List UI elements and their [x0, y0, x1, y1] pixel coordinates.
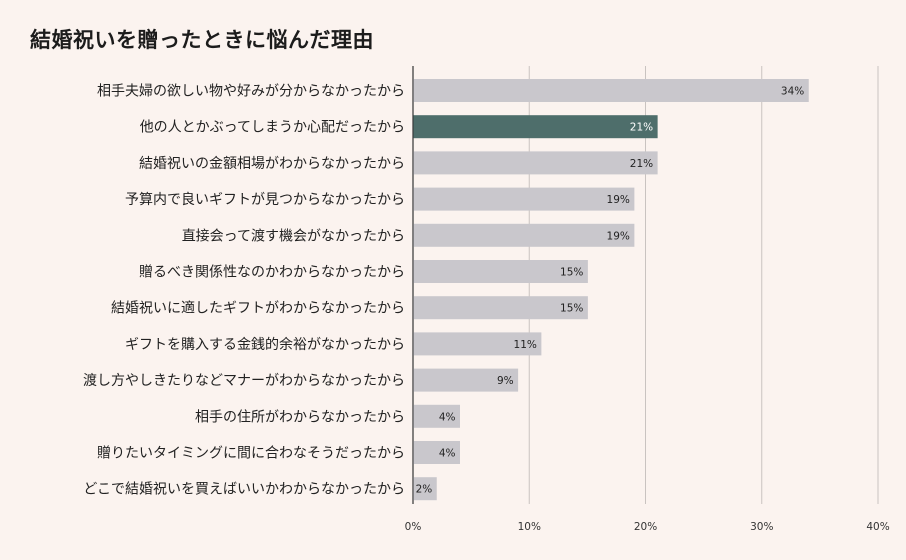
grid-lines — [412, 66, 879, 504]
category-label: 予算内で良いギフトが見つからなかったから — [125, 192, 405, 208]
x-tick-label: 40% — [866, 521, 889, 533]
bar — [413, 151, 658, 175]
bar-value-label: 4% — [439, 448, 456, 460]
category-label: ギフトを購入する金銭的余裕がなかったから — [125, 336, 405, 353]
bar — [413, 115, 658, 139]
category-label: 他の人とかぶってしまうか心配だったから — [140, 120, 405, 136]
bar — [413, 332, 542, 356]
category-label: 相手の住所がわからなかったから — [195, 409, 405, 425]
bar — [413, 296, 588, 320]
bar — [413, 79, 809, 102]
x-axis-tick-labels: 0% 10% 20% 30% 40% — [405, 521, 890, 533]
category-labels: 相手夫婦の欲しい物や好みが分からなかったから他の人とかぶってしまうか心配だったか… — [83, 83, 405, 498]
bar-value-label: 15% — [560, 267, 583, 279]
chart-title: 結婚祝いを贈ったときに悩んだ理由 — [30, 28, 374, 52]
category-label: 結婚祝いに適したギフトがわからなかったから — [111, 300, 405, 317]
bar — [413, 260, 588, 283]
bar-value-label: 11% — [514, 339, 537, 351]
bar — [413, 477, 437, 501]
x-tick-label: 30% — [750, 521, 773, 533]
bar-value-label: 21% — [630, 122, 653, 134]
bar-value-label: 21% — [630, 158, 653, 170]
category-label: 結婚祝いの金額相場がわからなかったから — [139, 156, 405, 172]
category-label: 贈りたいタイミングに間に合わなそうだったから — [97, 446, 405, 462]
bar-value-label: 15% — [560, 303, 583, 315]
category-label: 相手夫婦の欲しい物や好みが分からなかったから — [97, 83, 405, 100]
bars: 34% 21% 21% 19% 19% 15% 15% 11% 9% 4% 4% 2% — [413, 79, 809, 501]
bar-value-label: 19% — [607, 194, 630, 206]
x-tick-label: 20% — [634, 521, 657, 533]
bar-value-label: 34% — [781, 86, 804, 98]
bar — [413, 404, 460, 428]
bar — [413, 441, 460, 464]
bar-value-label: 2% — [416, 484, 433, 496]
x-tick-label: 0% — [405, 521, 422, 533]
bar-value-label: 4% — [439, 411, 456, 423]
category-label: 渡し方やしきたりなどマナーがわからなかったから — [83, 373, 405, 389]
x-tick-label: 10% — [518, 521, 541, 533]
category-label: 贈るべき関係性なのかわからなかったから — [139, 265, 405, 281]
category-label: 直接会って渡す機会がなかったから — [182, 227, 405, 244]
category-label: どこで結婚祝いを買えばいいかわからなかったから — [83, 482, 405, 498]
bar — [413, 368, 519, 392]
bar — [413, 223, 635, 247]
bar — [413, 187, 635, 211]
bar-value-label: 9% — [497, 375, 514, 387]
bar-value-label: 19% — [607, 230, 630, 242]
